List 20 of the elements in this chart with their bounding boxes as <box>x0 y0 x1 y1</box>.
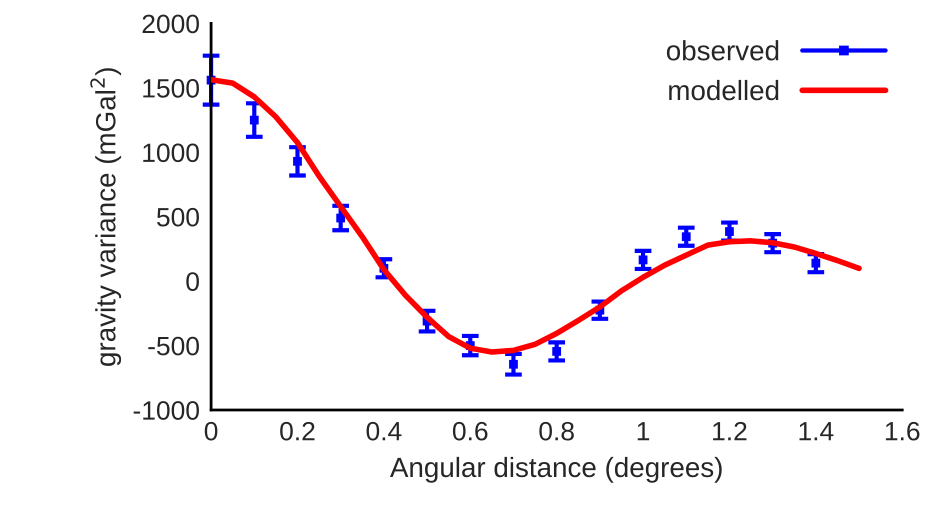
x-tick-label: 1.2 <box>713 422 746 440</box>
x-tick-label: 1.6 <box>886 422 920 441</box>
y-tick-label: -500 <box>148 336 199 356</box>
x-tick-label: 0.8 <box>539 422 574 441</box>
y-tick-label: 0 <box>186 272 199 291</box>
legend-label: observed <box>666 40 778 61</box>
x-tick-label: 0.6 <box>452 422 488 441</box>
x-tick-label: 0.4 <box>366 422 402 441</box>
y-tick-label: 2000 <box>142 14 199 34</box>
x-tick-label: 1 <box>638 422 650 440</box>
y-axis-title: gravity variance (mGal$^{2}$) <box>90 68 122 366</box>
x-tick-label: 0.2 <box>280 422 314 441</box>
y-tick-label: 1500 <box>143 79 199 98</box>
x-axis-title: Angular distance (degrees) <box>390 456 722 483</box>
y-tick-label: 1000 <box>143 143 199 162</box>
x-tick-label: 0 <box>204 422 218 441</box>
legend-label: modelled <box>669 80 778 100</box>
x-tick-label: 1.4 <box>800 422 834 440</box>
y-tick-label: 500 <box>157 208 199 227</box>
y-tick-label: -1000 <box>134 401 199 420</box>
